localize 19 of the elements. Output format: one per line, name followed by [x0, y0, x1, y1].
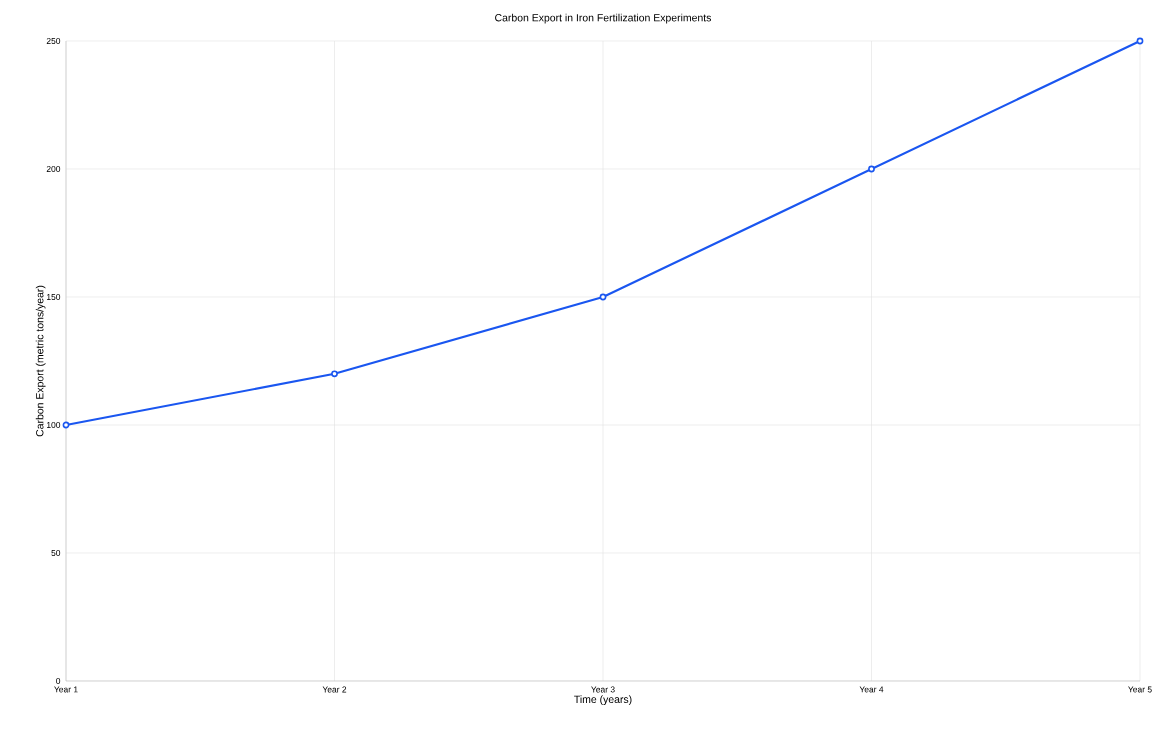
- y-tick-label: 50: [51, 549, 61, 556]
- y-tick-label: 150: [47, 293, 61, 300]
- y-tick-label: 0: [56, 677, 61, 684]
- point: [868, 165, 875, 173]
- y-axis-title: Carbon Export (metric tons/year): [35, 285, 46, 437]
- x-tick-label: Year 3: [591, 686, 615, 693]
- x-tick-label: Year 2: [322, 686, 347, 693]
- y-tick-label: 200: [46, 165, 61, 172]
- x-axis-title: Time (years): [574, 695, 632, 706]
- x-tick-label: Year 4: [859, 686, 884, 693]
- point: [62, 421, 70, 429]
- point: [1136, 37, 1144, 45]
- x-tick-label: Year 5: [1128, 686, 1152, 693]
- point: [331, 370, 338, 378]
- chart-title: Carbon Export in Iron Fertilization Experiments: [495, 13, 712, 24]
- point: [599, 293, 607, 301]
- x-tick-label: Year 1: [54, 686, 78, 693]
- y-tick-label: 250: [46, 37, 61, 44]
- y-tick-label: 100: [47, 421, 61, 428]
